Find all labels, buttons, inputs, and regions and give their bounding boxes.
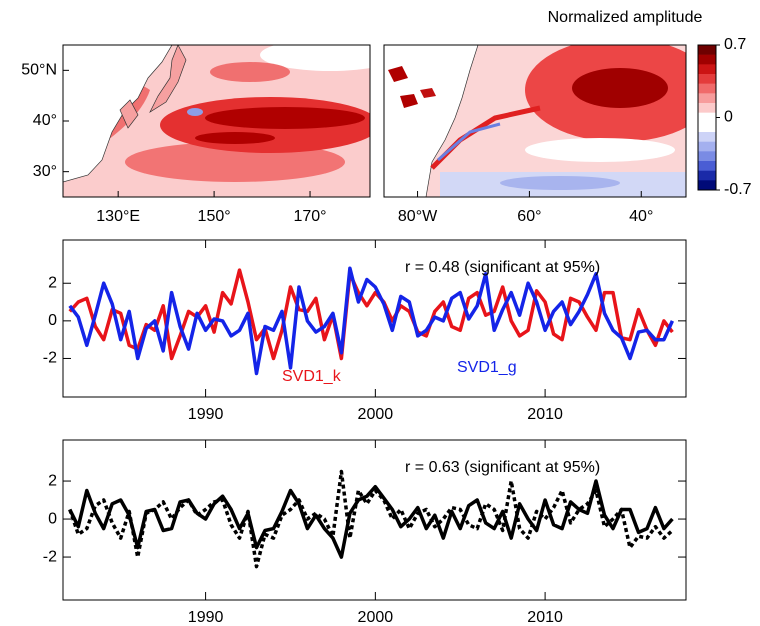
y-tick-label: -2 — [43, 548, 57, 565]
colorbar-tick-label: 0 — [724, 109, 733, 126]
colorbar-tick-label: 0.7 — [724, 36, 746, 53]
y-tick-label: 2 — [48, 274, 57, 291]
x-tick-label: 2010 — [527, 609, 563, 626]
colorbar-tick-label: -0.7 — [724, 181, 752, 198]
color-level — [698, 141, 716, 152]
annotation: r = 0.63 (significant at 95%) — [405, 459, 600, 476]
x-tick-label: 2000 — [358, 609, 394, 626]
color-level — [698, 122, 716, 133]
y-tick-label: 40° — [33, 112, 57, 129]
y-tick-label: 30° — [33, 163, 57, 180]
series-line — [68, 479, 674, 559]
series-line — [68, 268, 674, 361]
x-tick-label: 2010 — [527, 406, 563, 423]
color-level — [698, 161, 716, 171]
x-tick-label: 150° — [198, 208, 231, 225]
map-frame — [383, 44, 687, 198]
color-level — [698, 45, 716, 55]
x-tick-label: 80°W — [398, 208, 438, 225]
x-tick-label: 1990 — [188, 609, 224, 626]
color-level — [698, 54, 716, 65]
colorbar-title: Normalized amplitude — [548, 9, 703, 26]
color-level — [698, 151, 716, 162]
map-atlantic-field — [384, 45, 686, 197]
color-level — [698, 180, 716, 191]
color-level — [698, 170, 716, 181]
plot-frame — [62, 239, 687, 398]
color-level — [698, 103, 716, 113]
plot-frame — [62, 439, 687, 601]
series-label: SVD1_k — [282, 368, 342, 385]
x-tick-label: 40° — [629, 208, 653, 225]
color-level — [698, 83, 716, 94]
series-label: SVD1_g — [457, 359, 517, 376]
color-level — [698, 64, 716, 75]
y-tick-label: 0 — [48, 312, 57, 329]
y-tick-label: 0 — [48, 510, 57, 527]
x-tick-label: 1990 — [188, 406, 224, 423]
x-tick-label: 60° — [517, 208, 541, 225]
x-tick-label: 130°E — [96, 208, 140, 225]
x-tick-label: 170° — [293, 208, 326, 225]
y-tick-label: 2 — [48, 472, 57, 489]
map-pacific-field — [63, 45, 370, 197]
x-tick-label: 2000 — [358, 406, 394, 423]
y-tick-label: 50°N — [21, 62, 57, 79]
series-line — [68, 469, 674, 569]
series-line — [68, 266, 674, 376]
color-level — [698, 112, 716, 123]
color-level — [698, 74, 716, 84]
y-tick-label: -2 — [43, 350, 57, 367]
color-level — [698, 93, 716, 104]
color-level — [698, 132, 716, 142]
annotation: r = 0.48 (significant at 95%) — [405, 259, 600, 276]
